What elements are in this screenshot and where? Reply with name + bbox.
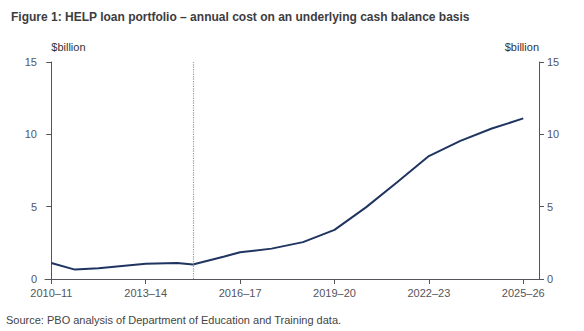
- svg-text:0: 0: [547, 273, 553, 285]
- svg-text:10: 10: [25, 128, 37, 140]
- svg-text:Figure 1: HELP loan portfolio: Figure 1: HELP loan portfolio – annual c…: [11, 10, 470, 24]
- svg-text:15: 15: [25, 56, 37, 68]
- svg-text:2013–14: 2013–14: [124, 287, 167, 299]
- svg-text:$billion: $billion: [51, 41, 85, 53]
- svg-text:2025–26: 2025–26: [502, 287, 545, 299]
- svg-text:0: 0: [31, 273, 37, 285]
- svg-text:5: 5: [547, 201, 553, 213]
- svg-text:10: 10: [547, 128, 559, 140]
- svg-text:5: 5: [31, 201, 37, 213]
- svg-text:15: 15: [547, 56, 559, 68]
- svg-text:2022–23: 2022–23: [407, 287, 450, 299]
- svg-text:Source: PBO analysis of Depart: Source: PBO analysis of Department of Ed…: [6, 314, 341, 326]
- svg-text:2019–20: 2019–20: [313, 287, 356, 299]
- svg-text:2010–11: 2010–11: [30, 287, 72, 299]
- svg-text:2016–17: 2016–17: [219, 287, 262, 299]
- svg-text:$billion: $billion: [505, 41, 539, 53]
